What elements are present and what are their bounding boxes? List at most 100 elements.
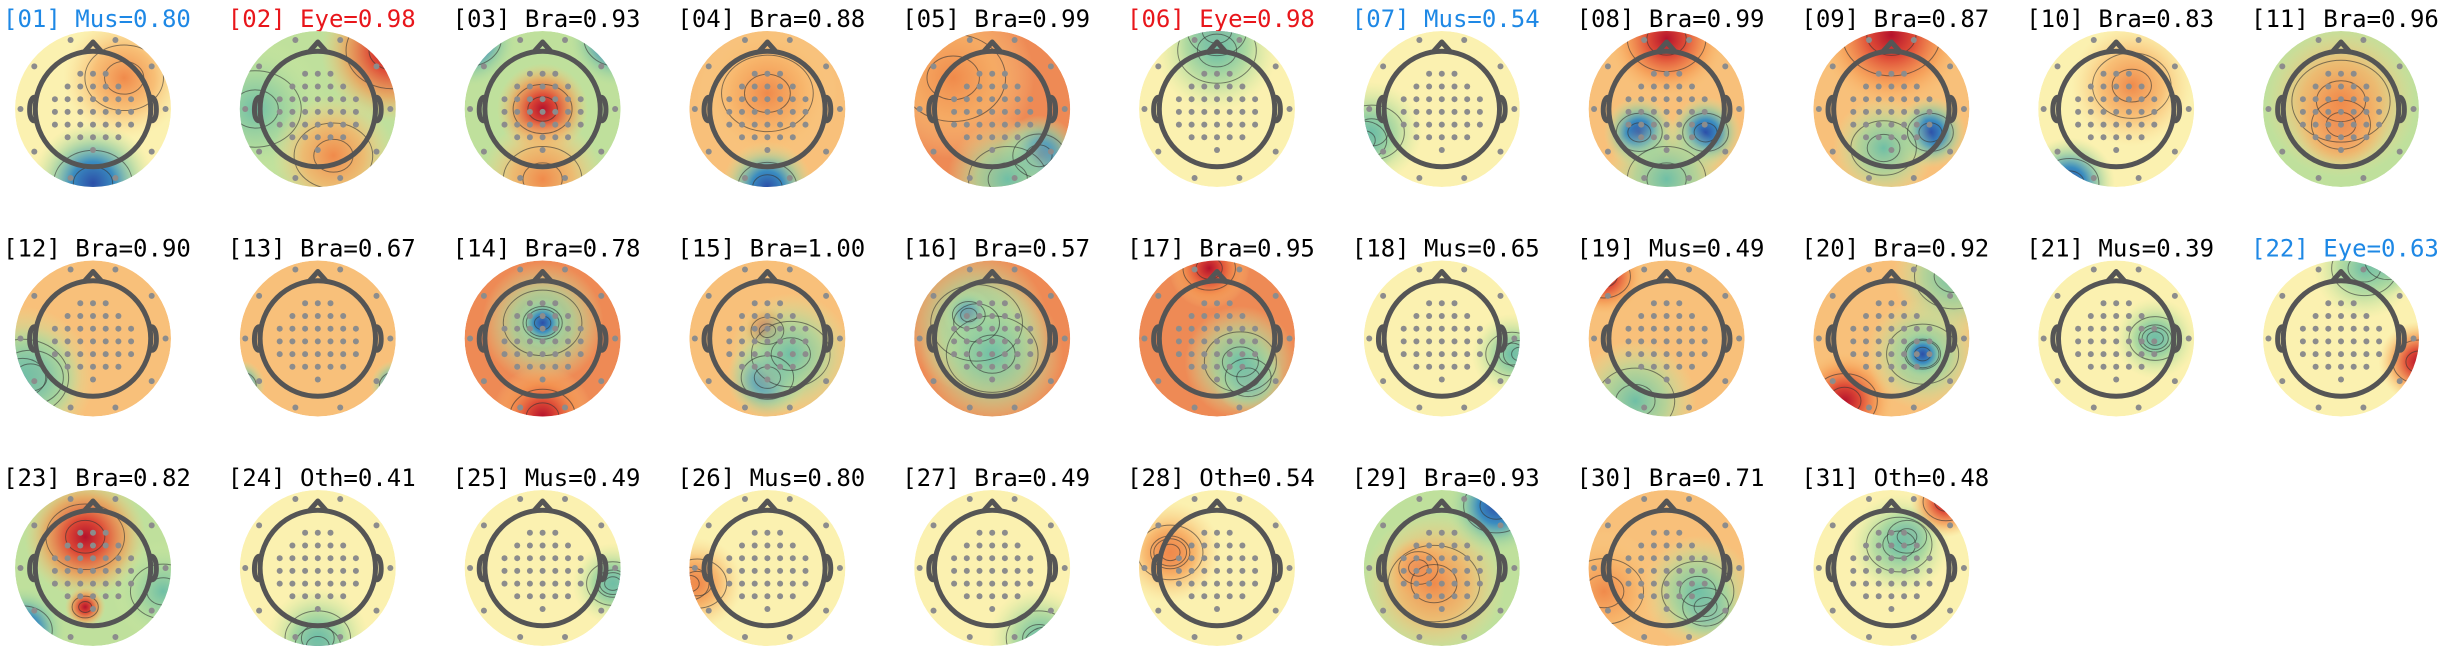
electrode <box>1638 134 1645 141</box>
electrode <box>1901 325 1908 332</box>
electrode <box>976 593 983 600</box>
electrode <box>526 363 533 370</box>
electrode <box>340 121 347 128</box>
electrode <box>1191 496 1198 503</box>
electrode <box>1722 607 1729 614</box>
electrode <box>1650 134 1657 141</box>
electrode <box>976 580 983 587</box>
head-outline <box>257 278 379 399</box>
contour-line <box>1588 260 1631 299</box>
electrode <box>2113 300 2120 307</box>
electrode <box>2100 83 2107 90</box>
electrode <box>1863 338 1870 345</box>
electrode <box>302 555 309 562</box>
electrode <box>1214 83 1220 90</box>
ear <box>1723 324 1733 353</box>
electrode <box>1736 565 1743 571</box>
head-outline <box>2280 48 2402 170</box>
electrode <box>64 542 71 549</box>
electrode <box>51 108 58 115</box>
electrode <box>976 567 983 574</box>
contour-line <box>1221 346 1259 378</box>
electrode <box>539 134 546 141</box>
electrode <box>739 121 746 128</box>
electrode <box>1214 605 1220 612</box>
electrode <box>2125 96 2132 103</box>
electrode <box>1214 96 1220 103</box>
electrode <box>2312 312 2319 319</box>
electrode <box>340 338 347 345</box>
electrode <box>598 63 605 70</box>
electrode <box>302 529 309 536</box>
electrode <box>2113 146 2120 153</box>
electrode <box>1252 108 1259 115</box>
electrode <box>1913 83 1920 90</box>
electrode <box>514 83 521 90</box>
electrode <box>2125 70 2132 77</box>
electrode <box>1426 338 1433 345</box>
ear <box>1273 324 1283 353</box>
ear <box>1948 553 1958 583</box>
electrode <box>1438 146 1445 153</box>
electrode <box>1175 325 1182 332</box>
electrode <box>514 108 521 115</box>
electrode <box>2113 376 2120 383</box>
contour-line <box>1590 264 1618 288</box>
electrode <box>1875 338 1882 345</box>
electrode <box>2265 106 2272 112</box>
field-blob <box>370 359 396 411</box>
electrode <box>577 351 584 358</box>
electrode <box>951 338 958 345</box>
electrode <box>1027 567 1034 574</box>
electrode <box>51 338 58 345</box>
electrode <box>2338 376 2344 383</box>
electrode <box>789 555 796 562</box>
topomap <box>15 260 171 417</box>
electrode <box>1426 70 1433 77</box>
electrode <box>1011 174 1018 181</box>
electrode <box>2350 70 2357 77</box>
topomap <box>689 260 846 417</box>
electrode <box>1191 266 1198 273</box>
electrode <box>2090 404 2097 411</box>
electrode <box>1252 580 1259 587</box>
electrode <box>102 108 109 115</box>
electrode <box>337 174 344 181</box>
electrode <box>552 312 559 319</box>
nose <box>981 39 1004 55</box>
electrode <box>2185 335 2192 342</box>
electrode <box>1650 580 1657 587</box>
electrode <box>1676 555 1683 562</box>
electrode <box>1191 404 1198 411</box>
electrode <box>340 83 347 90</box>
electrode <box>1438 605 1445 612</box>
nose <box>1430 39 1453 55</box>
nose <box>1655 39 1678 55</box>
electrode <box>314 146 321 153</box>
electrode <box>90 542 96 549</box>
electrode <box>289 555 296 562</box>
electrode <box>2338 300 2344 307</box>
electrode <box>777 542 784 549</box>
electrode <box>51 325 58 332</box>
ear <box>374 94 384 124</box>
electrode <box>1829 292 1836 299</box>
electrode <box>340 108 347 115</box>
electrode <box>1155 378 1162 385</box>
electrode <box>2087 351 2094 358</box>
electrode <box>90 83 96 90</box>
electrode <box>989 83 996 90</box>
electrode <box>77 351 84 358</box>
topomap <box>1813 31 1970 187</box>
electrode <box>1451 300 1458 307</box>
electrode <box>2325 70 2332 77</box>
electrode <box>1451 338 1458 345</box>
head-outline <box>482 507 603 629</box>
electrode <box>1451 312 1458 319</box>
electrode <box>77 96 84 103</box>
contour-line <box>293 122 374 187</box>
electrode <box>751 529 758 536</box>
electrode <box>292 174 299 181</box>
electrode <box>514 325 521 332</box>
electrode <box>64 555 71 562</box>
